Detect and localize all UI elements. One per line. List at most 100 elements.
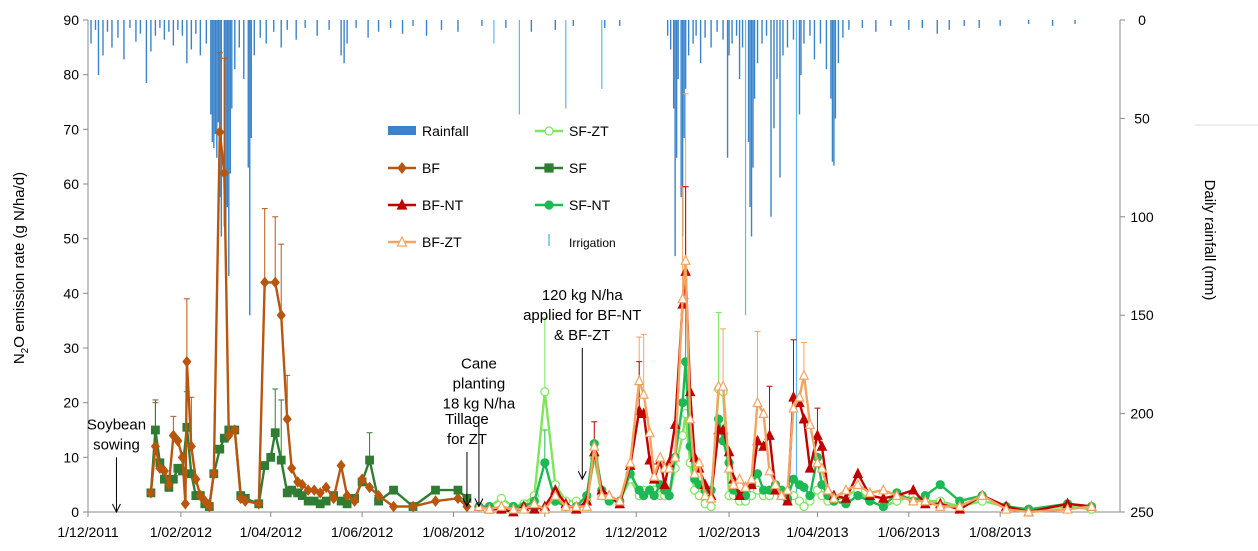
- data-point: [734, 473, 745, 484]
- data-point: [315, 487, 325, 499]
- annotation-text: for ZT: [447, 431, 487, 448]
- legend-swatch-marker: [544, 163, 554, 173]
- legend-item: BF: [388, 160, 440, 176]
- data-point: [891, 489, 903, 500]
- data-point: [664, 491, 674, 501]
- rainfall-bars: [90, 20, 1076, 316]
- data-point: [798, 369, 810, 380]
- data-point: [764, 464, 775, 476]
- annotation-text: & BF-ZT: [554, 327, 611, 344]
- data-point: [935, 480, 945, 490]
- data-point: [805, 491, 815, 501]
- data-point: [770, 478, 781, 490]
- legend-label: BF-NT: [422, 197, 464, 213]
- series-bf-zt: [473, 254, 1097, 517]
- data-point: [276, 455, 286, 465]
- series-line: [149, 130, 468, 508]
- legend-item: SF-ZT: [535, 123, 609, 139]
- data-point: [706, 501, 716, 512]
- annotation-arrowhead: [577, 470, 587, 481]
- data-point: [684, 412, 696, 424]
- data-point: [648, 470, 660, 481]
- data-point: [200, 495, 210, 507]
- annotation-text: 18 kg N/ha: [443, 395, 516, 412]
- data-point: [920, 494, 931, 506]
- data-point: [758, 440, 769, 451]
- y-right-tick-label: 200: [1130, 406, 1154, 422]
- series-group: [146, 126, 1097, 517]
- annotation: Cane planting 18 kg N/ha: [443, 355, 516, 508]
- annotation: Tillage for ZT: [445, 411, 489, 508]
- data-point: [571, 500, 582, 511]
- axes: 0 10 20 30 40 50 60 70 80 90 0 50 100 150 200 250 1/12/2…: [57, 12, 1154, 540]
- x-tick-label: 1/04/2012: [240, 524, 302, 540]
- data-point: [230, 424, 240, 436]
- data-point: [266, 452, 276, 462]
- data-point: [151, 425, 160, 435]
- data-point: [260, 461, 270, 470]
- data-point: [219, 167, 229, 179]
- data-point: [177, 451, 187, 464]
- data-point: [693, 456, 705, 468]
- y-right-tick-label: 100: [1130, 209, 1154, 225]
- legend-swatch-marker: [544, 200, 554, 210]
- irrigation-bars: [493, 20, 798, 505]
- data-point: [329, 492, 339, 505]
- data-point: [321, 496, 331, 506]
- data-point: [581, 500, 593, 511]
- data-point: [1023, 505, 1034, 517]
- annotation: 120 kg N/ha applied for BF-NT & BF-ZT: [523, 287, 641, 481]
- series-bf: [146, 126, 472, 513]
- data-point: [678, 430, 688, 441]
- data-point: [798, 412, 810, 424]
- data-point: [828, 492, 840, 503]
- data-point: [209, 467, 219, 480]
- x-tick-label: 1/12/2011: [57, 524, 118, 540]
- data-point: [677, 292, 688, 304]
- x-tick-label: 1/08/2012: [422, 524, 484, 540]
- data-point: [150, 440, 160, 453]
- y-left-tick-label: 20: [63, 395, 79, 411]
- data-point: [752, 469, 763, 479]
- data-point: [853, 491, 863, 501]
- y-left-tick-label: 30: [63, 340, 79, 356]
- y-right-tick-label: 50: [1134, 110, 1150, 126]
- data-point: [508, 503, 519, 514]
- data-point: [852, 467, 864, 479]
- data-point: [484, 503, 495, 514]
- series-sf: [146, 422, 472, 511]
- legend-item: SF: [535, 160, 587, 176]
- y-left-tick-label: 40: [63, 285, 79, 301]
- data-point: [669, 418, 681, 429]
- x-tick-label: 1/06/2012: [331, 524, 393, 540]
- y-right-tick-label: 250: [1130, 504, 1154, 520]
- data-point: [518, 503, 530, 514]
- legend-label: Irrigation: [569, 236, 616, 250]
- data-point: [159, 465, 169, 477]
- data-point: [782, 483, 793, 495]
- y-left-tick-label: 10: [63, 449, 79, 465]
- data-point: [799, 482, 809, 492]
- legend-swatch-marker: [396, 235, 408, 247]
- x-tick-label: 1/10/2012: [514, 524, 576, 540]
- data-point: [624, 456, 636, 468]
- data-point: [293, 476, 303, 488]
- data-point: [782, 494, 793, 506]
- data-point: [669, 451, 681, 462]
- data-point: [864, 486, 876, 498]
- data-point: [804, 418, 816, 429]
- annotation-arrowhead: [462, 498, 472, 508]
- data-point: [976, 489, 988, 500]
- data-point: [654, 451, 666, 462]
- data-point: [639, 491, 649, 501]
- legend-item: Rainfall: [388, 123, 469, 139]
- data-point: [155, 462, 165, 475]
- y-left-tick-label: 70: [63, 121, 79, 137]
- x-tick-label: 1/02/2012: [150, 524, 212, 540]
- x-tick-label: 1/04/2013: [786, 524, 848, 540]
- data-point: [168, 429, 178, 442]
- data-point: [678, 398, 688, 408]
- legend: Rainfall SF-ZT BF SF BF-NT SF-NT BF-ZT Irrigati…: [388, 123, 616, 250]
- data-point: [638, 388, 649, 399]
